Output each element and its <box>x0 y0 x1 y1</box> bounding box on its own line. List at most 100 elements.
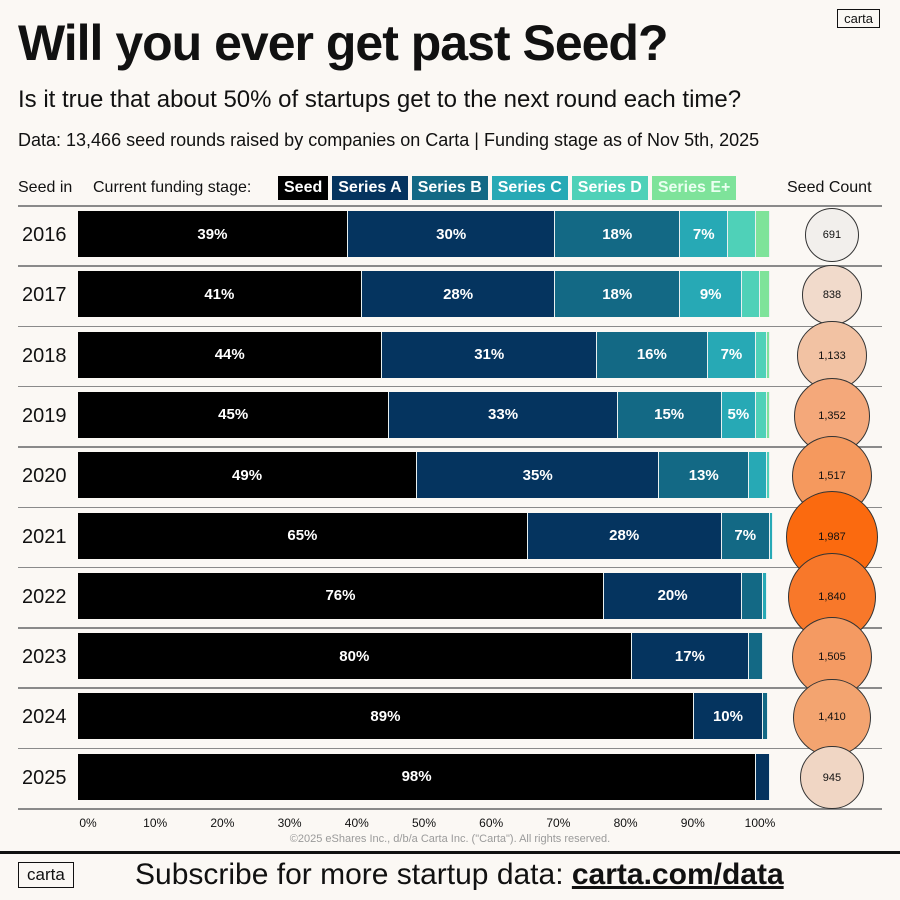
bar-segment-series-b <box>763 693 768 740</box>
seed-count-label: 1,133 <box>818 349 846 362</box>
bar-label: 49% <box>232 466 263 484</box>
bar-label: 28% <box>443 285 474 303</box>
seed-count-label: 1,352 <box>818 409 846 422</box>
year-label: 2020 <box>22 465 67 488</box>
bar-label: 28% <box>609 527 640 544</box>
x-tick-label: 60% <box>479 816 504 830</box>
row-divider <box>18 566 882 569</box>
bar-segment-series-a: 35% <box>417 452 660 499</box>
bar-label: 30% <box>436 225 467 243</box>
row-divider <box>18 747 882 750</box>
bar-label: 15% <box>654 406 685 424</box>
year-label: 2022 <box>22 585 67 608</box>
bar-label: 44% <box>214 346 245 364</box>
bar-label: 80% <box>339 647 370 665</box>
bar-segment-seed: 76% <box>78 572 604 619</box>
x-tick-label: 70% <box>546 816 571 830</box>
x-tick-label: 20% <box>210 816 235 830</box>
seed-count-bubble: 838 <box>802 265 862 326</box>
seed-count-label: 1,517 <box>818 470 846 483</box>
bar-segment-seed: 89% <box>78 693 694 740</box>
seed-count-label: 1,410 <box>818 711 846 724</box>
bar-label: 5% <box>727 406 750 424</box>
bar-segment-seed: 80% <box>78 633 632 680</box>
bar-segment-series-e- <box>766 391 770 438</box>
data-source: Data: 13,466 seed rounds raised by compa… <box>18 130 760 150</box>
year-label: 2025 <box>22 766 67 789</box>
seed-count-label: 838 <box>822 289 842 302</box>
bar-label: 98% <box>401 768 432 786</box>
bar-segment-series-b: 18% <box>555 211 681 257</box>
chart-subtitle: Is it true that about 50% of startups ge… <box>18 86 742 113</box>
divider <box>0 851 900 854</box>
x-tick-label: 90% <box>680 816 705 830</box>
year-label: 2023 <box>22 646 67 669</box>
row-divider <box>18 385 882 388</box>
row-divider <box>18 627 882 629</box>
x-tick-label: 30% <box>277 816 302 830</box>
row-divider <box>18 446 882 448</box>
bar-segment-series-b: 18% <box>555 271 681 318</box>
bar-segment-series-a: 30% <box>347 211 556 257</box>
bar-label: 7% <box>720 346 743 364</box>
seed-count-label: 1,987 <box>818 530 846 543</box>
seed-count-label: 945 <box>822 771 842 784</box>
bar-segment-seed: 41% <box>78 271 362 318</box>
bar-segment-series-d <box>728 211 757 257</box>
x-tick-label: 100% <box>744 816 776 830</box>
bar-segment-series-a: 31% <box>382 331 597 378</box>
bar-segment-seed: 44% <box>78 331 383 378</box>
bar-segment-series-a: 17% <box>631 633 750 680</box>
bar-segment-series-c <box>763 572 767 619</box>
seed-count-bubble: 945 <box>800 745 864 810</box>
seed-count-label: 691 <box>822 228 842 241</box>
seed-count-header: Seed Count <box>787 179 872 196</box>
bar-label: 45% <box>218 406 249 424</box>
row-divider <box>18 325 882 328</box>
seed-count-bubble: 1,410 <box>793 678 871 757</box>
year-label: 2016 <box>22 224 67 246</box>
bar-segment-series-a <box>756 753 770 800</box>
x-tick-label: 40% <box>344 816 369 830</box>
bar-label: 33% <box>488 406 519 424</box>
bar-segment-series-c <box>749 452 767 499</box>
bar-segment-series-a: 10% <box>693 693 764 740</box>
bar-segment-series-b <box>742 572 764 619</box>
legend-item: Series A <box>332 176 408 200</box>
year-label: 2024 <box>22 706 67 729</box>
bar-label: 7% <box>692 225 715 243</box>
year-label: 2018 <box>22 344 67 367</box>
carta-logo: carta <box>837 9 880 28</box>
bar-segment-series-c: 5% <box>721 391 757 438</box>
bar-segment-seed: 45% <box>78 391 390 438</box>
bar-label: 65% <box>287 527 318 544</box>
bar-segment-seed: 39% <box>78 211 348 257</box>
row-header: Seed in <box>18 179 73 196</box>
bar-segment-series-e- <box>766 331 770 378</box>
bar-label: 31% <box>474 346 505 364</box>
copyright: ©2025 eShares Inc., d/b/a Carta Inc. ("C… <box>289 833 611 845</box>
bar-label: 20% <box>657 587 688 605</box>
x-tick-label: 80% <box>613 816 638 830</box>
bar-segment-series-a: 28% <box>361 271 556 318</box>
header-divider <box>18 205 882 207</box>
row-divider <box>18 265 882 267</box>
chart-title: Will you ever get past Seed? <box>18 15 669 71</box>
row-divider <box>18 808 882 810</box>
bar-segment-series-e- <box>756 211 770 257</box>
x-tick-label: 10% <box>143 816 168 830</box>
bar-label: 9% <box>699 285 722 303</box>
bar-label: 7% <box>734 527 757 544</box>
x-tick-label: 0% <box>79 816 97 830</box>
bar-segment-seed: 49% <box>78 452 418 499</box>
bar-label: 16% <box>636 346 667 364</box>
seed-count-label: 1,840 <box>818 590 846 603</box>
bar-segment-series-c <box>770 512 774 559</box>
carta-data-link[interactable]: carta.com/data <box>571 858 784 891</box>
bar-segment-series-d <box>756 331 767 378</box>
row-divider <box>18 687 882 689</box>
subscribe-cta: Subscribe for more startup data: carta.c… <box>135 858 784 892</box>
bar-segment-series-b: 15% <box>617 391 722 438</box>
bar-label: 41% <box>204 285 235 303</box>
bar-segment-series-a: 33% <box>389 391 618 438</box>
